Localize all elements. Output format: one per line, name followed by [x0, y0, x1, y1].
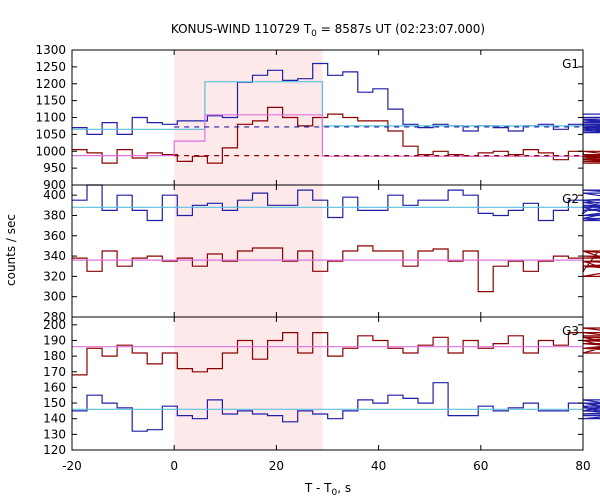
series-g2-1: [72, 245, 600, 293]
x-tick-0: 0: [170, 459, 178, 473]
panel-label-g2: G2: [562, 192, 579, 206]
series-g3-1: [72, 382, 600, 432]
highlight-interval: [174, 50, 323, 450]
y-axis-label: counts / sec: [4, 214, 18, 286]
x-tick-20: 20: [269, 459, 284, 473]
y-tick-g1-1000: 1000: [35, 144, 66, 158]
y-tick-g3-180: 180: [43, 349, 66, 363]
x-tick-60: 60: [473, 459, 488, 473]
x-tick-80: 80: [575, 459, 590, 473]
x-tick--20: -20: [62, 459, 82, 473]
y-tick-g2-300: 300: [43, 290, 66, 304]
series-g1-2: [72, 81, 583, 130]
y-tick-g1-900: 900: [43, 178, 66, 192]
y-tick-g2-380: 380: [43, 208, 66, 222]
y-tick-g3-190: 190: [43, 333, 66, 347]
y-tick-g1-1200: 1200: [35, 77, 66, 91]
y-tick-g2-280: 280: [43, 310, 66, 324]
panel-label-g1: G1: [562, 57, 579, 71]
y-tick-g1-1150: 1150: [35, 94, 66, 108]
y-tick-g1-1250: 1250: [35, 60, 66, 74]
y-tick-g1-950: 950: [43, 161, 66, 175]
y-tick-g1-1050: 1050: [35, 127, 66, 141]
y-tick-g2-340: 340: [43, 249, 66, 263]
y-tick-g1-1100: 1100: [35, 111, 66, 125]
y-tick-g3-160: 160: [43, 380, 66, 394]
y-tick-g1-1300: 1300: [35, 43, 66, 57]
y-tick-g3-170: 170: [43, 365, 66, 379]
panel-frame-g3: [71, 316, 584, 451]
series-g1-1: [72, 106, 600, 164]
y-tick-g3-120: 120: [43, 443, 66, 457]
y-tick-g3-140: 140: [43, 412, 66, 426]
y-tick-g2-320: 320: [43, 269, 66, 283]
panel-label-g3: G3: [562, 324, 579, 338]
y-tick-g2-360: 360: [43, 229, 66, 243]
series-g3-0: [72, 327, 600, 376]
x-tick-40: 40: [371, 459, 386, 473]
y-tick-g2-400: 400: [43, 188, 66, 202]
y-tick-g3-200: 200: [43, 318, 66, 332]
y-tick-g3-150: 150: [43, 396, 66, 410]
y-tick-g3-130: 130: [43, 427, 66, 441]
series-g1-3: [72, 114, 583, 157]
x-axis-label: T - T0, s: [304, 481, 351, 498]
chart-title: KONUS-WIND 110729 T0 = 8587s UT (02:23:0…: [171, 22, 485, 39]
